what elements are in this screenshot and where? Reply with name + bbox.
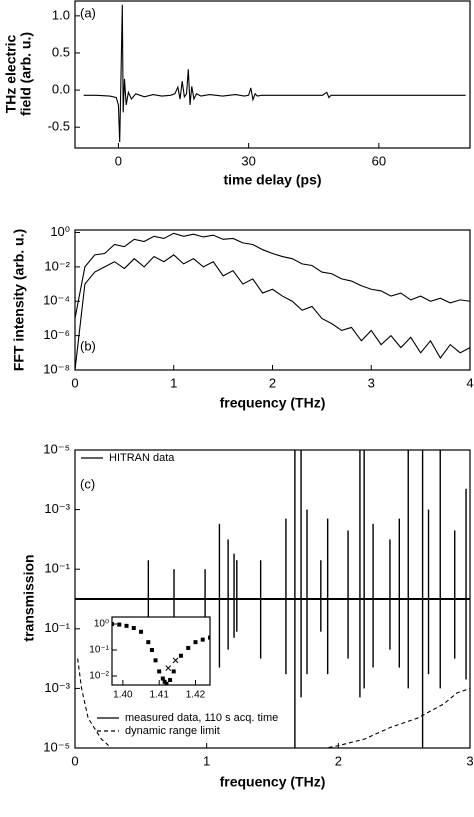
marker bbox=[200, 637, 205, 642]
y-tick-label: 10⁻⁸ bbox=[43, 361, 70, 376]
x-tick-label: 1 bbox=[170, 375, 177, 390]
marker bbox=[149, 647, 154, 652]
y-axis-label: THz electric bbox=[3, 34, 19, 113]
x-tick-label: 4 bbox=[466, 375, 473, 390]
marker bbox=[153, 658, 158, 663]
axes-frame bbox=[74, 449, 471, 749]
x-tick-label: 1.41 bbox=[149, 690, 169, 701]
marker bbox=[131, 626, 136, 631]
marker bbox=[208, 635, 210, 640]
x-tick-label: 1.42 bbox=[186, 690, 206, 701]
y-tick-label: 0.0 bbox=[52, 82, 70, 97]
y-tick-label: 0.5 bbox=[52, 44, 70, 59]
x-tick-label: 60 bbox=[372, 153, 386, 168]
marker bbox=[162, 679, 167, 684]
marker bbox=[164, 681, 169, 685]
legend-label: HITRAN data bbox=[109, 452, 175, 464]
y-tick-label: 10⁻¹ bbox=[44, 620, 70, 635]
marker bbox=[146, 640, 151, 645]
data-line bbox=[83, 4, 466, 143]
x-tick-label: 1.40 bbox=[113, 690, 133, 701]
y-tick-label: 10⁻² bbox=[89, 671, 109, 682]
marker bbox=[171, 669, 176, 674]
plot-area bbox=[83, 4, 466, 143]
marker bbox=[160, 676, 165, 681]
x-tick-label: 0 bbox=[71, 753, 78, 768]
y-axis-label: field (arb. u.) bbox=[18, 32, 34, 116]
plot-area bbox=[77, 450, 470, 748]
y-tick-label: 10⁰ bbox=[94, 619, 109, 630]
y-tick-label: 10⁻³ bbox=[44, 680, 70, 695]
inset-background bbox=[112, 617, 210, 685]
marker bbox=[117, 622, 122, 627]
y-tick-label: 10⁰ bbox=[50, 224, 70, 239]
y-axis-label: transmission bbox=[21, 554, 37, 641]
panel-label: (a) bbox=[80, 5, 96, 20]
panel-label: (c) bbox=[80, 476, 95, 491]
data-line bbox=[77, 658, 470, 748]
y-tick-label: 10⁻⁵ bbox=[43, 441, 70, 456]
x-tick-label: 1 bbox=[203, 753, 210, 768]
y-tick-label: 10⁻² bbox=[44, 258, 70, 273]
y-tick-label: 10⁻⁶ bbox=[43, 327, 70, 342]
y-tick-label: 1.0 bbox=[52, 7, 70, 22]
x-axis-label: time delay (ps) bbox=[223, 172, 321, 188]
plot-area bbox=[75, 232, 470, 370]
marker bbox=[193, 640, 198, 645]
x-axis-label: frequency (THz) bbox=[220, 774, 326, 790]
legend-label: measured data, 110 s acq. time bbox=[125, 712, 278, 724]
marker bbox=[139, 629, 144, 634]
plot-area bbox=[112, 622, 210, 685]
x-tick-label: 0 bbox=[71, 375, 78, 390]
y-tick-label: 10⁻¹ bbox=[89, 645, 109, 656]
data-line bbox=[75, 254, 470, 370]
x-axis-label: frequency (THz) bbox=[220, 395, 326, 411]
x-tick-label: 2 bbox=[269, 375, 276, 390]
axes-frame bbox=[74, 0, 471, 149]
marker bbox=[172, 657, 179, 664]
marker bbox=[186, 645, 191, 650]
y-tick-label: 10⁻⁴ bbox=[43, 293, 70, 308]
marker bbox=[157, 669, 162, 674]
marker bbox=[168, 678, 173, 683]
y-tick-label: 10⁻⁵ bbox=[43, 739, 70, 754]
x-tick-label: 0 bbox=[115, 153, 122, 168]
x-tick-label: 2 bbox=[335, 753, 342, 768]
y-tick-label: 10⁻³ bbox=[44, 501, 70, 516]
marker bbox=[165, 665, 172, 672]
legend-label: dynamic range limit bbox=[125, 725, 220, 737]
y-tick-label: 10⁻¹ bbox=[44, 561, 70, 576]
marker bbox=[178, 653, 183, 658]
x-tick-label: 30 bbox=[241, 153, 255, 168]
y-tick-label: -0.5 bbox=[48, 119, 70, 134]
y-axis-label: FFT intensity (arb. u.) bbox=[11, 229, 27, 371]
panel-label: (b) bbox=[80, 338, 96, 353]
axes-frame bbox=[111, 616, 211, 686]
x-tick-label: 3 bbox=[368, 375, 375, 390]
marker bbox=[124, 623, 129, 628]
data-line bbox=[75, 232, 470, 319]
x-tick-label: 3 bbox=[466, 753, 473, 768]
